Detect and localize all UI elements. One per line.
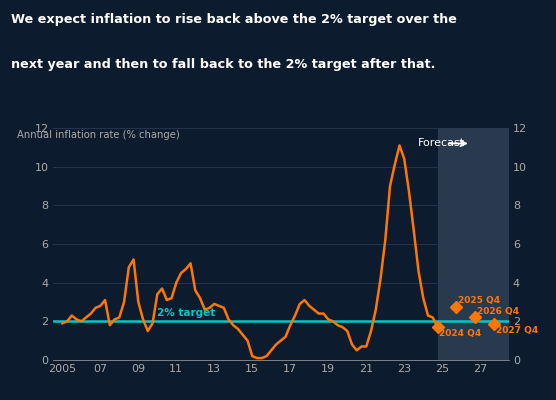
Text: 2026 Q4: 2026 Q4 bbox=[478, 307, 519, 316]
Text: Annual inflation rate (% change): Annual inflation rate (% change) bbox=[17, 130, 180, 140]
Text: Forecast: Forecast bbox=[418, 138, 465, 148]
Bar bbox=[438, 128, 509, 360]
Text: 2025 Q4: 2025 Q4 bbox=[458, 296, 500, 305]
Text: We expect inflation to rise back above the 2% target over the: We expect inflation to rise back above t… bbox=[11, 13, 457, 26]
Text: 2024 Q4: 2024 Q4 bbox=[439, 330, 481, 338]
Text: next year and then to fall back to the 2% target after that.: next year and then to fall back to the 2… bbox=[11, 58, 435, 71]
Text: 2027 Q4: 2027 Q4 bbox=[497, 326, 539, 336]
Text: 2% target: 2% target bbox=[157, 308, 216, 318]
